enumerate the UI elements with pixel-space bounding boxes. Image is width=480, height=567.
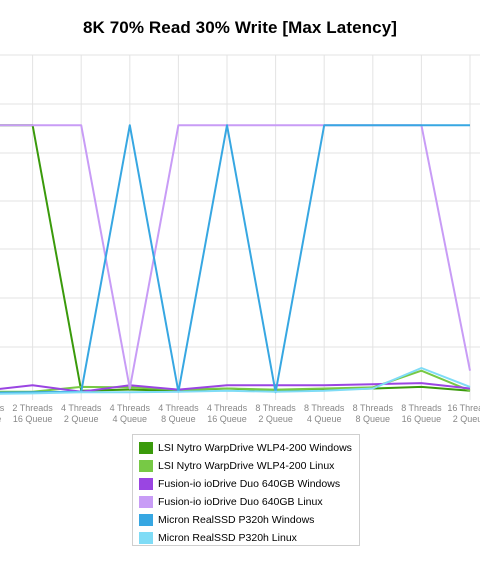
x-tick-label: 2 Threads: [0, 403, 5, 413]
legend-label: LSI Nytro WarpDrive WLP4-200 Windows: [158, 442, 352, 454]
x-tick-label: 2 Threads: [12, 403, 53, 413]
legend-item: LSI Nytro WarpDrive WLP4-200 Linux: [139, 457, 359, 475]
x-tick-label: 2 Queue: [453, 414, 480, 424]
x-tick-label: 2 Queue: [64, 414, 99, 424]
legend-label: Fusion-io ioDrive Duo 640GB Linux: [158, 496, 323, 508]
x-tick-label: 4 Queue: [307, 414, 342, 424]
legend-item: Fusion-io ioDrive Duo 640GB Linux: [139, 493, 359, 511]
legend-label: LSI Nytro WarpDrive WLP4-200 Linux: [158, 460, 335, 472]
x-tick-label: 8 Threads: [401, 403, 442, 413]
x-tick-label: 16 Threads: [447, 403, 480, 413]
legend-item: Fusion-io ioDrive Duo 640GB Windows: [139, 475, 359, 493]
x-tick-label: 8 Threads: [255, 403, 296, 413]
x-tick-label: 4 Threads: [110, 403, 151, 413]
legend-swatch: [139, 460, 153, 472]
legend-item: Micron RealSSD P320h Linux: [139, 529, 359, 547]
x-tick-label: 16 Queue: [13, 414, 53, 424]
series-lines: [0, 124, 471, 395]
legend-swatch: [139, 496, 153, 508]
legend-swatch: [139, 514, 153, 526]
series-line-4: [0, 124, 470, 394]
x-tick-label: 4 Queue: [113, 414, 148, 424]
legend-swatch: [139, 478, 153, 490]
legend: LSI Nytro WarpDrive WLP4-200 Windows LSI …: [132, 434, 360, 546]
x-tick-label: 8 Queue: [161, 414, 196, 424]
x-tick-label: 2 Queue: [258, 414, 293, 424]
x-tick-label: 8 Threads: [353, 403, 394, 413]
x-tick-label: 4 Threads: [158, 403, 199, 413]
grid-lines: [0, 54, 480, 400]
x-tick-label: 4 Threads: [207, 403, 248, 413]
x-tick-label: 8 Threads: [304, 403, 345, 413]
x-tick-label: 16 Queue: [207, 414, 247, 424]
x-tick-label: 8 Queue: [356, 414, 391, 424]
x-tick-label: 16 Queue: [402, 414, 442, 424]
legend-item: LSI Nytro WarpDrive WLP4-200 Windows: [139, 439, 359, 457]
series-line-1: [0, 369, 471, 393]
legend-swatch: [139, 532, 153, 544]
x-tick-label: 4 Threads: [61, 403, 102, 413]
series-line-2: [0, 382, 471, 393]
chart-title: 8K 70% Read 30% Write [Max Latency]: [82, 18, 398, 37]
legend-label: Micron RealSSD P320h Windows: [158, 514, 315, 526]
legend-label: Fusion-io ioDrive Duo 640GB Windows: [158, 478, 341, 490]
legend-label: Micron RealSSD P320h Linux: [158, 532, 297, 544]
legend-item: Micron RealSSD P320h Windows: [139, 511, 359, 529]
legend-swatch: [139, 442, 153, 454]
series-line-5: [0, 367, 471, 395]
x-tick-label: 8 Queue: [0, 414, 1, 424]
